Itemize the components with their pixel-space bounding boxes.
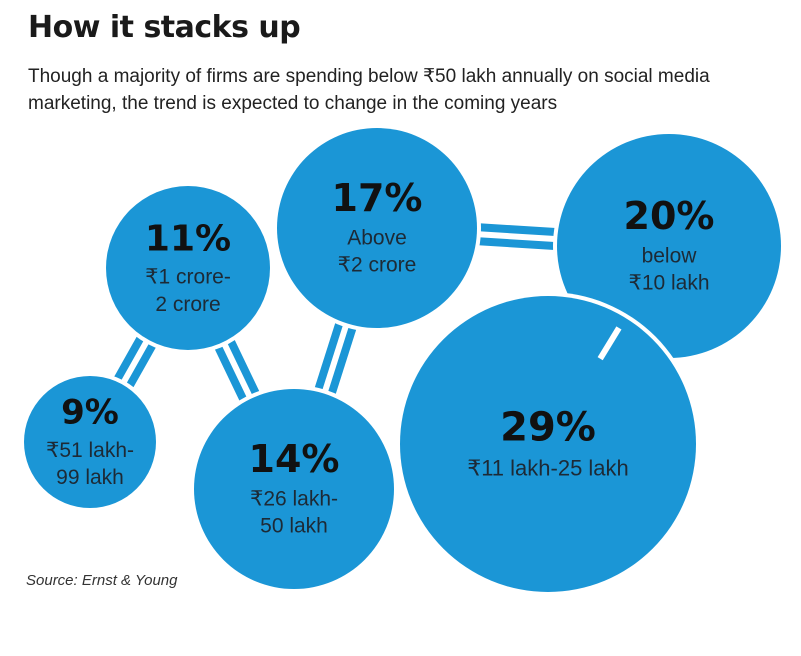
- bubble-label-line: ₹2 crore: [338, 254, 417, 277]
- connector-gap-3: [319, 316, 352, 401]
- bubble-label-line: 50 lakh: [260, 515, 328, 538]
- connector-group: [109, 222, 632, 410]
- chart-subtitle: Though a majority of firms are spending …: [28, 66, 710, 114]
- bubble-circle: [106, 186, 270, 350]
- bubble-label-line: ₹26 lakh-: [250, 487, 338, 510]
- bubble-circle: [277, 128, 477, 328]
- bubble-label-line: 99 lakh: [56, 466, 124, 489]
- bubble-9-percent: 9% ₹51 lakh- 99 lakh: [20, 372, 160, 512]
- bubble-17-percent: 17% Above ₹2 crore: [273, 124, 481, 332]
- bubble-circle: [557, 134, 781, 358]
- bubble-label-line: ₹11 lakh-25 lakh: [467, 455, 629, 480]
- connector-gap-4: [470, 230, 564, 243]
- connector-overlap-gap: [597, 326, 622, 361]
- bubble-label-line: below: [642, 244, 698, 267]
- bubble-value: 20%: [624, 194, 715, 238]
- chart-title: How it stacks up: [28, 10, 301, 45]
- bubble-group: 11% ₹1 crore- 2 crore 17% Above ₹2 crore 20% be…: [20, 124, 785, 596]
- bubble-value: 14%: [249, 437, 340, 481]
- bubble-label-line: ₹51 lakh-: [46, 439, 134, 462]
- bubble-label-line: ₹10 lakh: [628, 272, 709, 295]
- bubble-circle: [194, 389, 394, 589]
- bubble-circle: [24, 376, 156, 508]
- bubble-value: 29%: [500, 405, 596, 451]
- bubble-value: 11%: [145, 218, 231, 259]
- source-note: Source: Ernst & Young: [26, 572, 178, 589]
- bubble-20-percent: 20% below ₹10 lakh: [553, 130, 785, 362]
- bubble-29-percent: 29% ₹11 lakh-25 lakh: [396, 292, 700, 596]
- bubble-value: 9%: [61, 393, 119, 433]
- bubble-label-line: ₹1 crore-: [145, 266, 231, 289]
- bubble-circle: [400, 296, 696, 592]
- bubble-label-line: 2 crore: [155, 293, 220, 316]
- connector-gap-1: [116, 332, 154, 392]
- bubble-11-percent: 11% ₹1 crore- 2 crore: [102, 182, 274, 354]
- bubble-14-percent: 14% ₹26 lakh- 50 lakh: [190, 385, 398, 593]
- bubble-value: 17%: [332, 176, 423, 220]
- connector-gap-2: [218, 335, 257, 406]
- bubble-label-line: Above: [347, 226, 407, 249]
